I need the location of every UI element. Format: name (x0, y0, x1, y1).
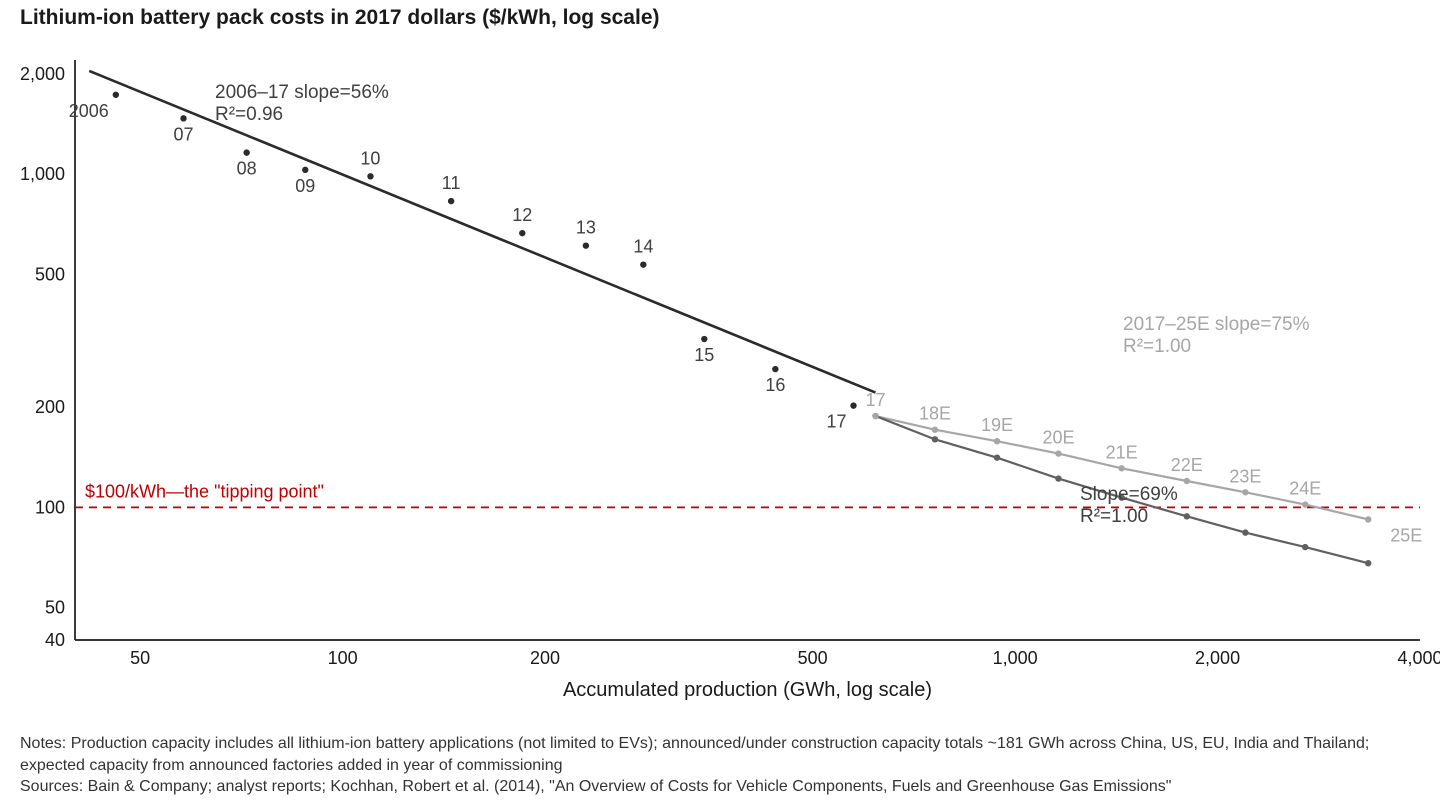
historical-dot (180, 115, 186, 121)
forecast-75-label: 18E (919, 404, 951, 424)
forecast-75-dot (872, 413, 878, 419)
forecast-75-dot (1055, 450, 1061, 456)
xtick-label: 500 (798, 648, 828, 668)
ytick-label: 1,000 (20, 164, 65, 184)
historical-label: 16 (765, 375, 785, 395)
historical-dot (519, 230, 525, 236)
notes-line: Notes: Production capacity includes all … (20, 733, 1420, 776)
slope-annotation: 2017–25E slope=75% (1123, 314, 1310, 335)
ytick-label: 2,000 (20, 64, 65, 84)
chart-notes: Notes: Production capacity includes all … (20, 733, 1420, 798)
historical-label: 12 (512, 205, 532, 225)
historical-dot (367, 173, 373, 179)
forecast-75-dot (1184, 478, 1190, 484)
forecast-69-dot (1302, 544, 1308, 550)
chart-container: Lithium-ion battery pack costs in 2017 d… (0, 0, 1440, 810)
slope-annotation: Slope=69% (1080, 484, 1178, 505)
ytick-label: 50 (45, 598, 65, 618)
historical-dot (701, 336, 707, 342)
forecast-75-label: 21E (1106, 442, 1138, 462)
r2-annotation: R²=1.00 (1080, 506, 1148, 527)
historical-label: 08 (237, 159, 257, 179)
historical-dot (113, 92, 119, 98)
r2-annotation: R²=0.96 (215, 104, 283, 125)
xtick-label: 2,000 (1195, 648, 1240, 668)
historical-dot (583, 242, 589, 248)
historical-label: 15 (694, 345, 714, 365)
historical-dot (243, 149, 249, 155)
historical-label: 14 (633, 237, 653, 257)
xtick-label: 50 (130, 648, 150, 668)
historical-dot (302, 167, 308, 173)
xtick-label: 200 (530, 648, 560, 668)
ytick-label: 200 (35, 397, 65, 417)
sources-line: Sources: Bain & Company; analyst reports… (20, 776, 1420, 798)
forecast-75-dot (1242, 489, 1248, 495)
historical-label: 2006 (69, 101, 109, 121)
forecast-75-dot (1118, 465, 1124, 471)
historical-label: 09 (295, 176, 315, 196)
forecast-75-label: 25E (1390, 525, 1422, 545)
slope-annotation: 2006–17 slope=56% (215, 82, 389, 103)
x-axis-title: Accumulated production (GWh, log scale) (563, 679, 932, 701)
ytick-label: 500 (35, 264, 65, 284)
forecast-69-dot (994, 454, 1000, 460)
xtick-label: 1,000 (993, 648, 1038, 668)
ytick-label: 100 (35, 497, 65, 517)
forecast-75-dot (994, 438, 1000, 444)
historical-label: 10 (360, 148, 380, 168)
xtick-label: 100 (328, 648, 358, 668)
ytick-label: 40 (45, 630, 65, 650)
xtick-label: 4,000 (1397, 648, 1440, 668)
forecast-75-label: 24E (1289, 479, 1321, 499)
forecast-69-dot (1055, 475, 1061, 481)
forecast-75-dot (1365, 516, 1371, 522)
forecast-75-label: 22E (1171, 455, 1203, 475)
historical-label: 17 (826, 412, 846, 432)
forecast-69-dot (1242, 529, 1248, 535)
forecast-75-dot (932, 427, 938, 433)
battery-cost-chart: 40 50 100 200 500 1,000 2,000 50 100 200 500 1,000 2… (0, 0, 1440, 810)
historical-label: 11 (442, 173, 461, 193)
historical-trend-line (89, 71, 875, 393)
historical-dot (448, 198, 454, 204)
tipping-label: $100/kWh—the "tipping point" (85, 481, 324, 501)
historical-dot (772, 366, 778, 372)
forecast-75-label: 17 (865, 390, 885, 410)
forecast-69-dot (1365, 560, 1371, 566)
historical-label: 07 (174, 124, 194, 144)
forecast-75-label: 19E (981, 415, 1013, 435)
r2-annotation: R²=1.00 (1123, 336, 1191, 357)
historical-dot (850, 402, 856, 408)
forecast-75-dot (1302, 501, 1308, 507)
forecast-69-dot (932, 436, 938, 442)
forecast-75-label: 23E (1229, 466, 1261, 486)
forecast-69-dot (1184, 513, 1190, 519)
historical-label: 13 (576, 218, 596, 238)
historical-dot (640, 261, 646, 267)
forecast-75-label: 20E (1042, 428, 1074, 448)
